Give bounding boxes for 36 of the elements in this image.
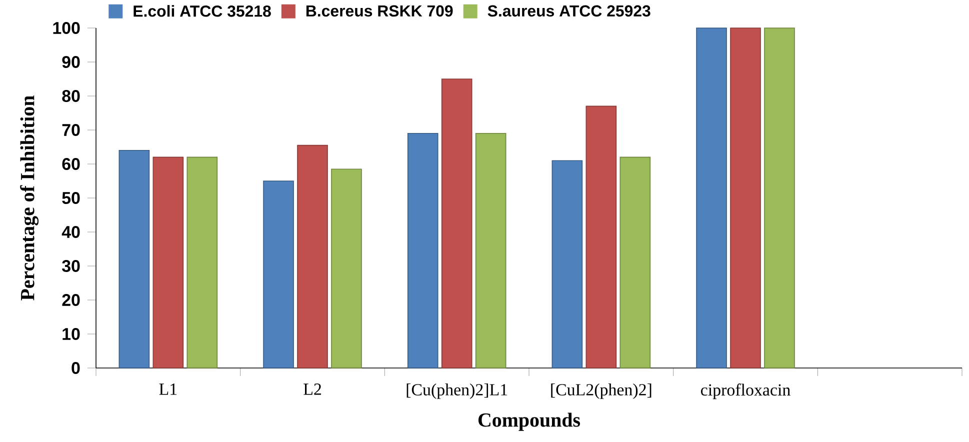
bar — [475, 133, 506, 368]
x-tick-label: L1 — [159, 384, 177, 395]
bar — [407, 133, 438, 368]
y-tick-label: 50 — [62, 192, 80, 204]
y-tick-label: 90 — [62, 56, 80, 68]
bar — [764, 28, 795, 368]
legend-label: S.aureus ATCC 25923 — [488, 5, 650, 17]
x-tick-label: L2 — [304, 384, 321, 395]
x-axis-title: Compounds — [478, 412, 580, 431]
x-tick-label: [Cu(phen)2]L1 — [406, 384, 508, 399]
bar — [696, 28, 727, 368]
x-tick-label: [CuL2(phen)2] — [551, 384, 652, 399]
legend-label: B.cereus RSKK 709 — [306, 5, 453, 17]
bar — [441, 78, 472, 368]
y-tick-label: 20 — [62, 294, 80, 306]
bar — [297, 144, 328, 368]
bar — [118, 150, 150, 368]
y-tick-label: 0 — [72, 362, 80, 374]
bar — [331, 168, 362, 368]
bar — [263, 180, 294, 368]
y-tick-label: 80 — [62, 90, 80, 102]
bar — [552, 160, 583, 368]
y-axis-title: Percentage of Inhibition — [20, 96, 39, 300]
x-tick-label: ciprofloxacin — [701, 384, 790, 400]
bar — [586, 106, 617, 368]
y-tick-label: 10 — [62, 328, 80, 340]
y-tick-label: 30 — [62, 260, 80, 272]
bar — [730, 28, 761, 368]
bar — [620, 156, 651, 368]
y-tick-label: 40 — [62, 226, 80, 238]
y-tick-label: 60 — [62, 158, 80, 170]
y-tick-label: 70 — [62, 124, 80, 136]
y-tick-label: 100 — [53, 22, 80, 34]
bar — [186, 156, 218, 368]
bar — [152, 156, 184, 368]
legend-label: E.coli ATCC 35218 — [134, 5, 271, 17]
